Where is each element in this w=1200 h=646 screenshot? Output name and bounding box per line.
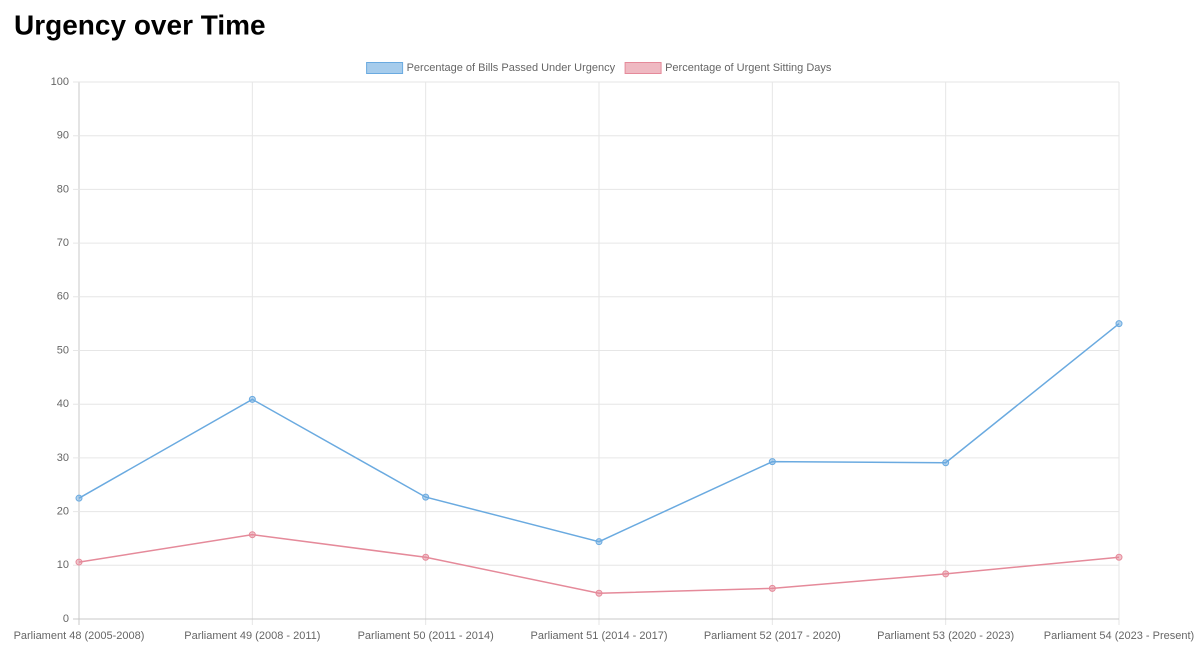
y-tick-label: 40	[57, 398, 69, 410]
y-tick-label: 0	[63, 613, 69, 625]
point	[422, 493, 430, 501]
y-tick-label: 70	[57, 237, 69, 249]
legend-swatch	[624, 62, 662, 74]
point	[942, 570, 950, 578]
point	[248, 395, 256, 403]
x-tick-label: Parliament 52 (2017 - 2020)	[704, 630, 841, 642]
x-tick-label: Parliament 50 (2011 - 2014)	[358, 630, 494, 642]
point	[768, 584, 776, 592]
chart-title: Urgency over Time	[14, 9, 266, 40]
point	[595, 589, 603, 597]
y-tick-label: 20	[57, 506, 69, 518]
y-tick-label: 80	[57, 183, 69, 195]
point	[75, 558, 83, 566]
y-tick-label: 50	[57, 344, 69, 356]
y-tick-label: 60	[57, 291, 69, 303]
x-tick-label: Parliament 53 (2020 - 2023)	[877, 630, 1014, 642]
y-tick-label: 10	[57, 559, 69, 571]
point	[75, 494, 83, 502]
point	[1115, 320, 1123, 328]
point	[248, 531, 256, 539]
x-tick-label: Parliament 48 (2005-2008)	[14, 630, 145, 642]
y-tick-label: 90	[57, 130, 69, 142]
legend-label: Percentage of Urgent Sitting Days	[665, 62, 832, 74]
x-tick-label: Parliament 49 (2008 - 2011)	[184, 630, 320, 642]
point	[942, 459, 950, 467]
legend-label: Percentage of Bills Passed Under Urgency	[407, 62, 616, 74]
legend-swatch	[366, 62, 404, 74]
point	[595, 538, 603, 546]
point	[422, 553, 430, 561]
x-tick-label: Parliament 54 (2023 - Present)	[1044, 630, 1194, 642]
y-tick-label: 30	[57, 452, 69, 464]
y-tick-label: 100	[51, 76, 69, 88]
point	[1115, 553, 1123, 561]
x-tick-label: Parliament 51 (2014 - 2017)	[531, 630, 668, 642]
point	[768, 458, 776, 466]
